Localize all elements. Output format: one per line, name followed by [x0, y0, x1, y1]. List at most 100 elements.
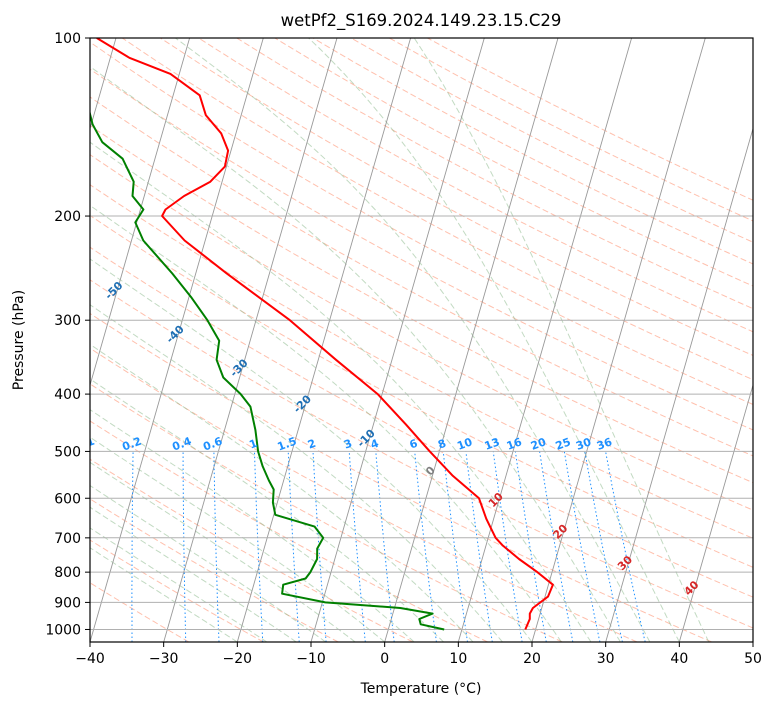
- isotherm-line: [236, 38, 412, 642]
- moist-adiabat-line: [413, 38, 710, 642]
- isotherm-line: [457, 38, 633, 642]
- moist-adiabat-line: [90, 547, 238, 642]
- mixing-ratio-label: 8: [436, 437, 448, 452]
- x-tick-label: 40: [670, 651, 688, 667]
- dry-adiabat-line: [198, 38, 753, 333]
- moist-adiabat-line: [90, 378, 444, 642]
- isotherm-line: [90, 38, 191, 387]
- isotherm-line: [605, 126, 753, 642]
- moist-adiabat-line: [90, 141, 592, 642]
- dry-adiabat-line: [90, 279, 753, 629]
- isotherm-line: [384, 38, 559, 642]
- mixing-ratio-label: 6: [408, 437, 420, 452]
- mixing-ratio-line: [605, 451, 646, 642]
- y-tick-label: 500: [54, 444, 81, 460]
- isotherm-label: -60: [42, 232, 65, 255]
- reference-lines: [82, 38, 753, 642]
- profile-lines: [90, 38, 554, 631]
- mixing-ratio-line: [414, 451, 437, 642]
- mixing-ratio-label: 1: [247, 437, 259, 452]
- isotherm-line: [90, 38, 264, 642]
- x-tick-label: −40: [75, 651, 105, 667]
- moist-adiabat-line: [90, 436, 386, 642]
- mixing-ratio-label: 25: [554, 435, 573, 452]
- y-tick-label: 100: [54, 31, 81, 47]
- mixing-ratio-label: 20: [529, 435, 548, 453]
- moist-adiabat-line: [90, 65, 621, 642]
- mixing-ratio-label: 0.6: [201, 435, 224, 454]
- x-tick-label: −30: [149, 651, 179, 667]
- x-tick-label: 30: [597, 651, 615, 667]
- mixing-ratio-line: [465, 451, 493, 642]
- dry-adiabat-line: [90, 312, 712, 642]
- mixing-ratio-label: 2: [306, 437, 318, 452]
- x-tick-label: 50: [744, 651, 762, 667]
- mixing-ratio-label: 1.5: [276, 435, 299, 454]
- x-tick-label: 0: [380, 651, 389, 667]
- dry-adiabat-line: [90, 154, 753, 511]
- dry-adiabat-line: [121, 38, 753, 381]
- isotherm-line: [678, 383, 753, 642]
- y-axis-title: Pressure (hPa): [11, 290, 27, 390]
- isotherm-line: [531, 38, 706, 642]
- y-tick-label: 400: [54, 387, 81, 403]
- moist-adiabat-line: [308, 38, 680, 642]
- moist-adiabat-line: [90, 461, 356, 642]
- x-tick-label: −20: [223, 651, 253, 667]
- dry-adiabat-line: [90, 184, 753, 539]
- dry-adiabat-line: [90, 539, 264, 642]
- isotherm-line: [310, 38, 485, 642]
- dry-adiabat-line: [90, 214, 753, 568]
- mixing-ratio-label: 30: [574, 435, 593, 453]
- isotherm-line: [163, 38, 338, 642]
- x-tick-label: 20: [523, 651, 541, 667]
- plot-frame: [89, 37, 754, 643]
- y-tick-label: 200: [54, 209, 81, 225]
- moist-adiabat-line: [175, 38, 651, 642]
- dewpoint-profile-line: [90, 110, 445, 631]
- mixing-ratio-line: [375, 451, 395, 642]
- isotherm-line: [752, 640, 753, 642]
- moist-adiabat-line: [90, 484, 326, 642]
- y-tick-label: 700: [54, 531, 81, 547]
- x-tick-label: −10: [296, 651, 326, 667]
- mixing-ratio-label: 10: [455, 435, 474, 453]
- mixing-ratio-label: 13: [483, 435, 502, 452]
- moist-adiabat-line: [90, 343, 474, 642]
- y-tick-label: 800: [54, 565, 81, 581]
- pressure-gridlines: [90, 38, 753, 630]
- mixing-ratio-line: [82, 451, 86, 642]
- isotherm-label: -70: [0, 183, 6, 206]
- dry-adiabat-line: [90, 420, 488, 642]
- mixing-ratio-label: 16: [505, 435, 524, 453]
- mixing-ratio-line: [584, 451, 623, 642]
- mixing-ratio-line: [442, 451, 468, 642]
- dry-adiabat-line: [90, 246, 753, 598]
- dry-adiabat-line: [90, 68, 753, 431]
- y-tick-label: 300: [54, 313, 81, 329]
- mixing-ratio-label: 36: [595, 435, 614, 453]
- mixing-ratio-label: 0.4: [171, 435, 194, 454]
- dry-adiabat-line: [90, 582, 190, 642]
- mixing-ratio-label: 0.1: [74, 435, 97, 454]
- temperature-profile-line: [96, 38, 554, 630]
- mixing-ratio-label: 0.2: [121, 435, 144, 454]
- y-tick-label: 600: [54, 491, 81, 507]
- dry-adiabat-line: [90, 124, 753, 484]
- moist-adiabat-line: [90, 204, 562, 642]
- dry-adiabat-line: [236, 38, 753, 310]
- x-tick-label: 10: [449, 651, 467, 667]
- mixing-ratio-line: [514, 451, 547, 642]
- axis-ticks: −40 −30 −20 −10 0 10 20 30 40 5010020030040050060…: [45, 31, 762, 667]
- mixing-ratio-line: [492, 451, 523, 642]
- x-axis-title: Temperature (°C): [360, 681, 482, 697]
- plot-background: [90, 38, 753, 642]
- mixing-ratio-label: 3: [342, 437, 354, 452]
- y-tick-label: 1000: [45, 622, 81, 638]
- y-tick-label: 900: [54, 595, 81, 611]
- mixing-ratio-label: 4: [369, 437, 381, 452]
- dry-adiabat-line: [90, 347, 638, 642]
- moist-adiabat-line: [90, 258, 533, 642]
- chart-title: wetPf2_S169.2024.149.23.15.C29: [281, 11, 562, 31]
